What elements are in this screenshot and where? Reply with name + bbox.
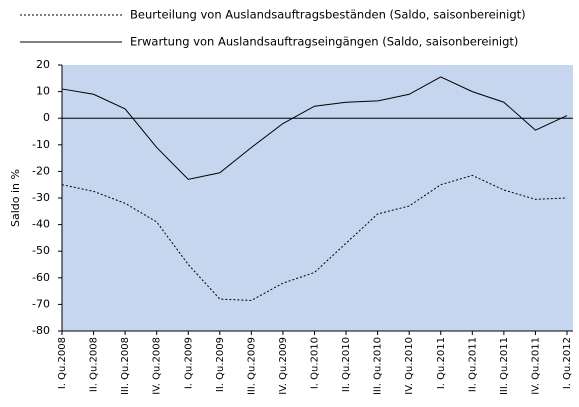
x-tick-label: I. Qu.2011: [436, 337, 447, 389]
y-tick-label: -20: [32, 164, 50, 177]
x-tick-label: II. Qu.2009: [215, 337, 226, 392]
x-tick-label: I. Qu.2009: [183, 337, 194, 389]
x-tick-label: I. Qu.2010: [310, 337, 321, 389]
x-tick-label: IV. Qu.2009: [278, 337, 289, 395]
y-tick-label: 10: [36, 85, 50, 98]
x-tick-label: III. Qu.2010: [373, 337, 384, 395]
line-series: [61, 76, 568, 180]
x-tick-label: I. Qu.2012: [562, 337, 573, 389]
x-tick-label: II. Qu.2008: [89, 337, 100, 392]
y-tick-label: 0: [43, 111, 50, 124]
x-tick-label: IV. Qu.2010: [404, 337, 415, 395]
y-axis-label: Saldo in %: [9, 169, 22, 227]
y-tick-label: -50: [32, 244, 50, 257]
line-series: [61, 174, 568, 301]
y-tick-label: -30: [32, 191, 50, 204]
x-tick-label: II. Qu.2010: [341, 337, 352, 392]
legend-label: Erwartung von Auslandsauftragseingängen …: [130, 35, 518, 49]
plot-area: [62, 65, 573, 331]
y-tick-label: -40: [32, 218, 50, 231]
x-tick-label: II. Qu.2011: [467, 337, 478, 392]
y-tick-label: -70: [32, 297, 50, 310]
y-tick-label: -80: [32, 324, 50, 337]
x-tick-label: III. Qu.2011: [499, 337, 510, 395]
x-tick-label: III. Qu.2009: [246, 337, 257, 395]
legend-label: Beurteilung von Auslandsauftragsbestände…: [130, 8, 526, 22]
y-tick-label: -60: [32, 271, 50, 284]
x-tick-label: I. Qu.2008: [57, 337, 68, 389]
x-tick-label: III. Qu.2008: [120, 337, 131, 395]
y-tick-label: 20: [36, 58, 50, 71]
y-tick-label: -10: [32, 138, 50, 151]
x-tick-label: IV. Qu.2011: [530, 337, 541, 395]
x-tick-label: IV. Qu.2008: [152, 337, 163, 395]
